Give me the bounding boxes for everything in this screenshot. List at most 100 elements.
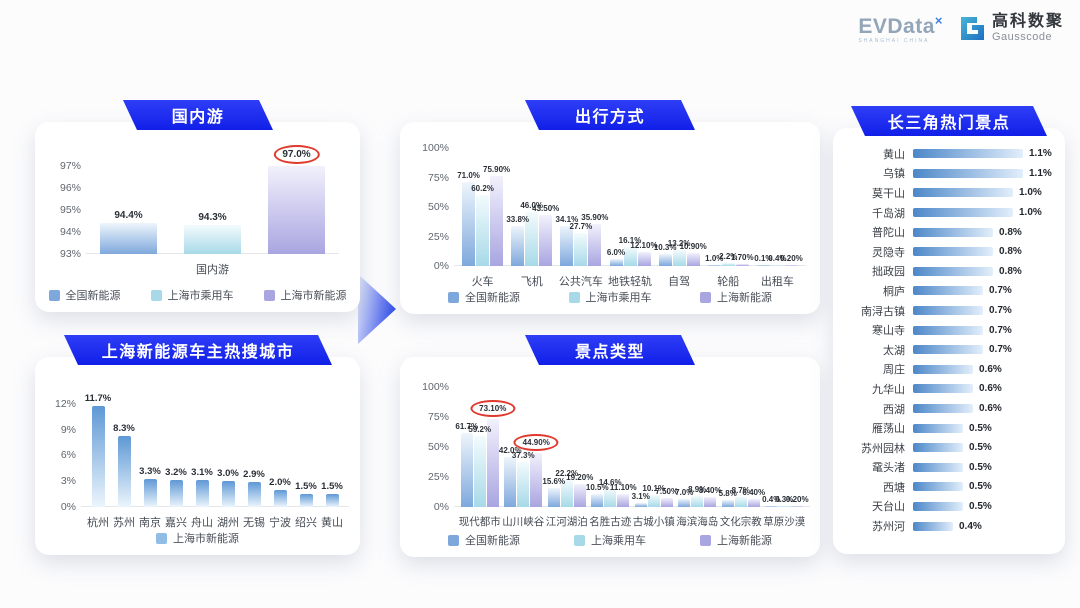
legend-swatch	[48, 289, 60, 301]
legend-swatch	[263, 289, 275, 301]
bar	[658, 253, 672, 266]
bar	[195, 480, 209, 507]
attraction-types-plot: 0% 25% 50% 75% 100% 现代都市 61.7% 59.2% 73.10% 山川峡谷 4…	[422, 381, 810, 528]
value-label: 59.2%	[468, 424, 492, 434]
hotspot-value: 1.1%	[1029, 167, 1052, 179]
bar	[791, 506, 804, 507]
bar	[609, 258, 623, 266]
list-item: 苏州园林 0.5%	[839, 438, 1059, 458]
list-item: 九华山 0.6%	[839, 379, 1059, 399]
axis-tick: 25%	[427, 230, 449, 243]
axis-tick: 50%	[427, 201, 449, 213]
hotspot-name: 南浔古镇	[861, 305, 905, 318]
bar	[735, 264, 749, 266]
value-label: 3.0%	[217, 468, 239, 480]
hotspot-bar	[913, 462, 963, 472]
axis-tick: 100%	[422, 142, 449, 154]
bar	[574, 233, 588, 266]
value-label: 71.0%	[457, 171, 480, 181]
hotspot-bar	[913, 443, 963, 453]
bar	[704, 496, 717, 507]
transport-mode-card: 0% 25% 50% 75% 100% 火车 71.0% 60.2% 75.90% 飞机 33.8%…	[400, 122, 820, 314]
value-label: 14.6%	[598, 478, 622, 488]
axis-tick: 9%	[60, 423, 76, 436]
bar	[525, 211, 539, 266]
value-label: 2.0%	[269, 476, 291, 488]
hotspot-bar	[913, 384, 973, 394]
legend-label: 上海市乘用车	[167, 290, 234, 302]
hotspot-bar	[913, 286, 983, 296]
list-item: 寒山寺 0.7%	[839, 320, 1059, 340]
category-label: 国内游	[196, 264, 229, 276]
hotspot-value: 0.7%	[989, 305, 1012, 317]
bar	[517, 462, 530, 507]
hotspot-value: 0.5%	[969, 500, 992, 512]
value-label: 97.0%	[273, 144, 320, 164]
flow-arrow-icon	[358, 274, 396, 344]
value-label: 10.3%	[653, 242, 677, 252]
hot-cities-card: 0% 3% 6% 9% 12% 杭州 11.7% 苏州 8.3% 南京 3.3% 嘉兴 3.2% 舟山 3.…	[35, 357, 360, 555]
legend-swatch	[700, 291, 711, 303]
legend-label: 上海新能源	[717, 535, 772, 547]
axis-tick: 93%	[59, 248, 81, 260]
value-label: 3.2%	[165, 466, 187, 478]
value-label: 5.8%	[718, 489, 737, 499]
category-label: 海滨海岛	[676, 516, 719, 528]
hotspot-name: 桐庐	[883, 285, 905, 298]
value-label: 13.2%	[667, 239, 691, 249]
value-label: 19.20%	[566, 472, 594, 482]
hotspot-bar	[913, 501, 963, 511]
bar	[530, 453, 543, 507]
bar	[184, 225, 241, 254]
hotspot-bar	[913, 306, 983, 316]
legend-swatch	[448, 291, 459, 303]
list-item: 普陀山 0.8%	[839, 222, 1059, 242]
value-label: 8.3%	[113, 422, 135, 434]
legend-label: 上海乘用车	[591, 535, 646, 547]
evdata-x-icon: ×	[934, 12, 943, 28]
hotspot-name: 雁荡山	[872, 423, 905, 436]
legend-item: 全国新能源	[48, 287, 121, 303]
value-label: 3.1%	[631, 492, 650, 502]
domestic-travel-card: 93% 94% 95% 96% 97% 国内游 94.4% 94.3% 97.0% 全国新能源 上…	[35, 122, 360, 312]
bar	[490, 176, 504, 266]
domestic-travel-legend: 全国新能源 上海市乘用车 上海市新能源	[35, 287, 360, 303]
axis-tick: 3%	[60, 475, 76, 488]
bar	[504, 456, 517, 507]
hotspot-value: 0.8%	[999, 226, 1022, 238]
value-label: 42.0%	[498, 445, 522, 455]
bar	[91, 406, 105, 507]
list-item: 鼋头渚 0.5%	[839, 458, 1059, 478]
bar	[169, 479, 183, 507]
bar	[765, 506, 778, 507]
category-label: 绍兴	[295, 517, 317, 529]
legend-item: 上海新能源	[700, 532, 772, 548]
value-label: 34.1%	[555, 214, 579, 224]
bar	[707, 264, 721, 266]
value-label: 2.2%	[719, 252, 738, 262]
legend-item: 上海乘用车	[574, 532, 646, 548]
hotspot-value: 0.5%	[969, 422, 992, 434]
category-label: 宁波	[269, 517, 291, 529]
hotspot-bar	[913, 266, 993, 276]
bar	[486, 419, 499, 507]
bar	[721, 263, 735, 266]
hotspot-name: 寒山寺	[872, 325, 905, 338]
value-label: 3.1%	[191, 467, 213, 479]
hotspot-bar	[913, 247, 993, 257]
hotspot-name: 乌镇	[883, 168, 905, 181]
hotspot-name: 拙政园	[872, 266, 905, 279]
value-label: 8.7%	[731, 485, 750, 495]
hotspot-bar	[913, 364, 973, 374]
value-label: 10.5%	[585, 483, 609, 493]
axis-tick: 25%	[427, 471, 449, 483]
value-label: 33.8%	[506, 215, 530, 225]
bar	[770, 265, 784, 266]
hotspot-value: 0.5%	[969, 461, 992, 473]
bar	[247, 482, 261, 507]
list-item: 雁荡山 0.5%	[839, 418, 1059, 438]
hotspot-name: 千岛湖	[872, 207, 905, 220]
legend-label: 上海新能源	[717, 292, 772, 304]
value-label: 0.4%	[762, 495, 781, 504]
axis-tick: 75%	[427, 171, 449, 184]
